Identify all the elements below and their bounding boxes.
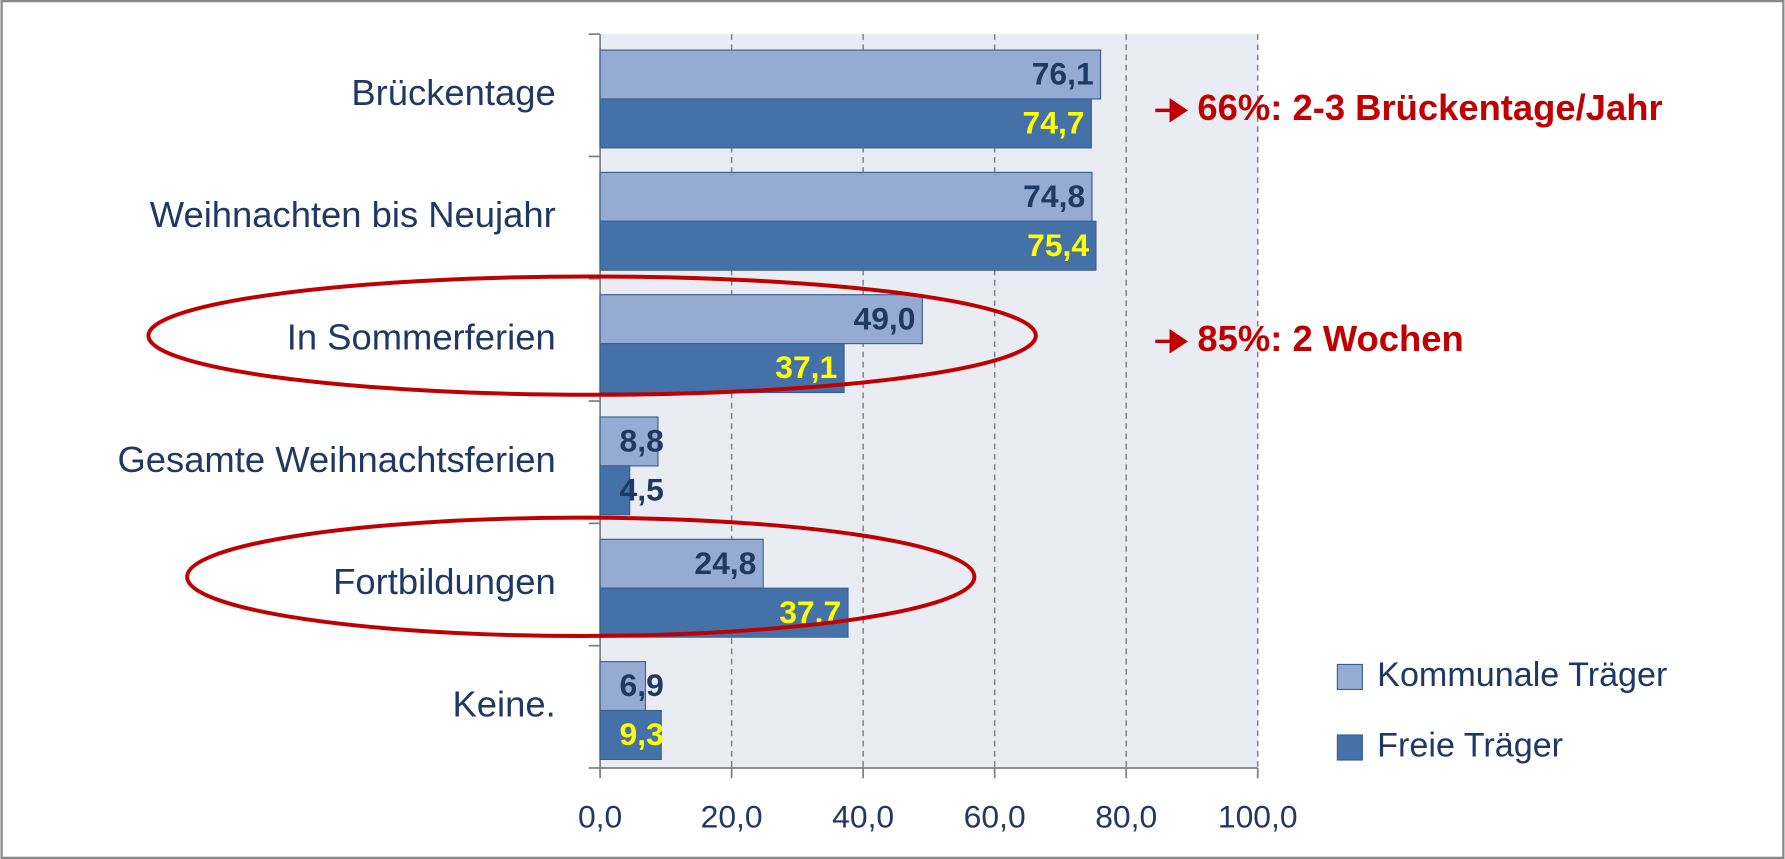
y-tick-label: Weihnachten bis Neujahr [150, 194, 556, 235]
value-label: 37,1 [775, 349, 837, 385]
legend-label: Freie Träger [1377, 727, 1563, 765]
bar [599, 171, 1093, 222]
x-tick-label: 60,0 [964, 799, 1026, 835]
bar [599, 465, 631, 516]
legend-swatch [1336, 734, 1363, 761]
bar [599, 661, 647, 712]
marks: 0,0 20,0 40,0 60,0 80,0 100,0 Brückentage 76,1 7… [117, 33, 1667, 835]
arrow [1155, 98, 1188, 123]
bar [599, 538, 764, 589]
x-tick-label: 100,0 [1218, 799, 1298, 835]
bar [599, 709, 662, 761]
value-label: 8,8 [620, 423, 664, 459]
legend-label: Kommunale Träger [1377, 656, 1667, 694]
x-tick-label: 40,0 [832, 799, 894, 835]
x-tick-label: 20,0 [701, 799, 763, 835]
bar [599, 343, 845, 394]
y-tick-label: Keine. [453, 683, 556, 724]
bar [599, 98, 1092, 149]
value-label: 4,5 [620, 471, 664, 507]
highlight-ellipse [185, 515, 977, 638]
bar [599, 220, 1097, 271]
plot-area [600, 34, 1258, 768]
bar [599, 587, 849, 638]
y-tick-label: Fortbildungen [333, 561, 556, 602]
value-label: 9,3 [620, 716, 664, 752]
bar [599, 49, 1102, 100]
value-label: 74,7 [1023, 105, 1085, 141]
annotation: 66%: 2-3 Brückentage/Jahr [1197, 87, 1662, 128]
value-label: 24,8 [694, 545, 756, 581]
annotation: 85%: 2 Wochen [1197, 318, 1463, 359]
y-tick-label: In Sommerferien [287, 317, 556, 358]
x-tick-label: 80,0 [1095, 799, 1157, 835]
value-label: 74,8 [1023, 178, 1085, 214]
value-label: 76,1 [1032, 56, 1094, 92]
value-label: 49,0 [854, 300, 916, 336]
arrow [1155, 329, 1188, 354]
legend-swatch [1336, 663, 1363, 691]
highlight-ellipse [146, 274, 1038, 397]
y-tick-label: Brückentage [351, 72, 555, 113]
y-tick-label: Gesamte Weihnachtsferien [117, 439, 555, 480]
x-tick-label: 0,0 [578, 799, 622, 835]
bar [599, 294, 923, 345]
value-label: 75,4 [1027, 227, 1089, 263]
value-label: 6,9 [620, 667, 664, 703]
